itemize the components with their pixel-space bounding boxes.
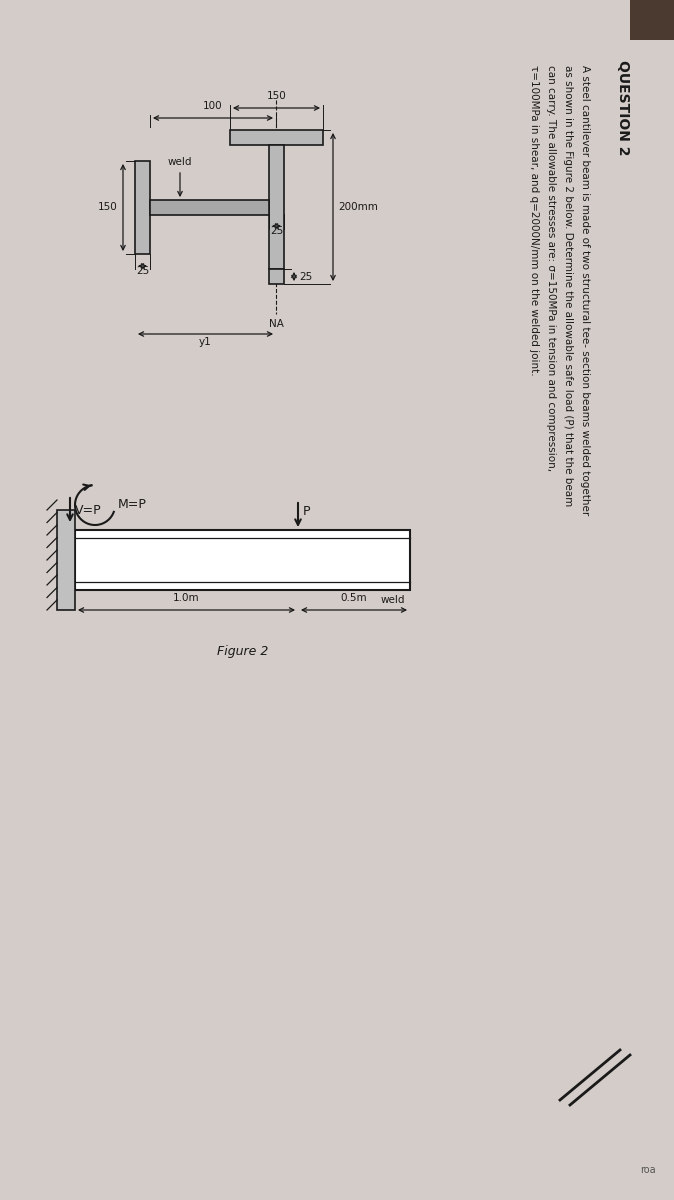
Text: 25: 25 <box>270 226 283 236</box>
Text: P: P <box>303 505 311 518</box>
Text: τ=100MPa in shear, and q=2000N/mm on the welded joint.: τ=100MPa in shear, and q=2000N/mm on the… <box>529 65 539 376</box>
Bar <box>269 145 284 269</box>
Text: can carry. The allowable stresses are: σ=150MPa in tension and compression,: can carry. The allowable stresses are: σ… <box>546 65 556 472</box>
Text: 200mm: 200mm <box>338 202 378 212</box>
Text: roa: roa <box>640 1165 656 1175</box>
Text: 150: 150 <box>98 203 118 212</box>
Text: 25: 25 <box>136 266 149 276</box>
Text: QUESTION 2: QUESTION 2 <box>616 60 630 156</box>
Text: 0.5m: 0.5m <box>340 593 367 602</box>
Text: 1.0m: 1.0m <box>173 593 200 602</box>
Text: 100: 100 <box>203 101 223 110</box>
Text: A steel cantilever beam is made of two structural tee- section beams welded toge: A steel cantilever beam is made of two s… <box>580 65 590 515</box>
Text: weld: weld <box>168 157 192 167</box>
Text: M=P: M=P <box>118 498 147 511</box>
Bar <box>269 269 284 284</box>
Text: V=P: V=P <box>75 504 102 516</box>
Bar <box>57 510 75 610</box>
Bar <box>75 530 410 590</box>
Text: as shown in the Figure 2 below. Determine the allowable safe load (P) that the b: as shown in the Figure 2 below. Determin… <box>563 65 573 506</box>
Text: weld: weld <box>381 595 405 605</box>
Bar <box>135 161 150 254</box>
Text: NA: NA <box>268 319 284 329</box>
Text: 150: 150 <box>267 91 286 101</box>
Text: Figure 2: Figure 2 <box>217 646 268 658</box>
Bar <box>230 130 323 145</box>
Bar <box>150 200 269 215</box>
Bar <box>630 0 674 40</box>
Text: y1: y1 <box>199 337 212 347</box>
Text: 25: 25 <box>299 271 312 282</box>
